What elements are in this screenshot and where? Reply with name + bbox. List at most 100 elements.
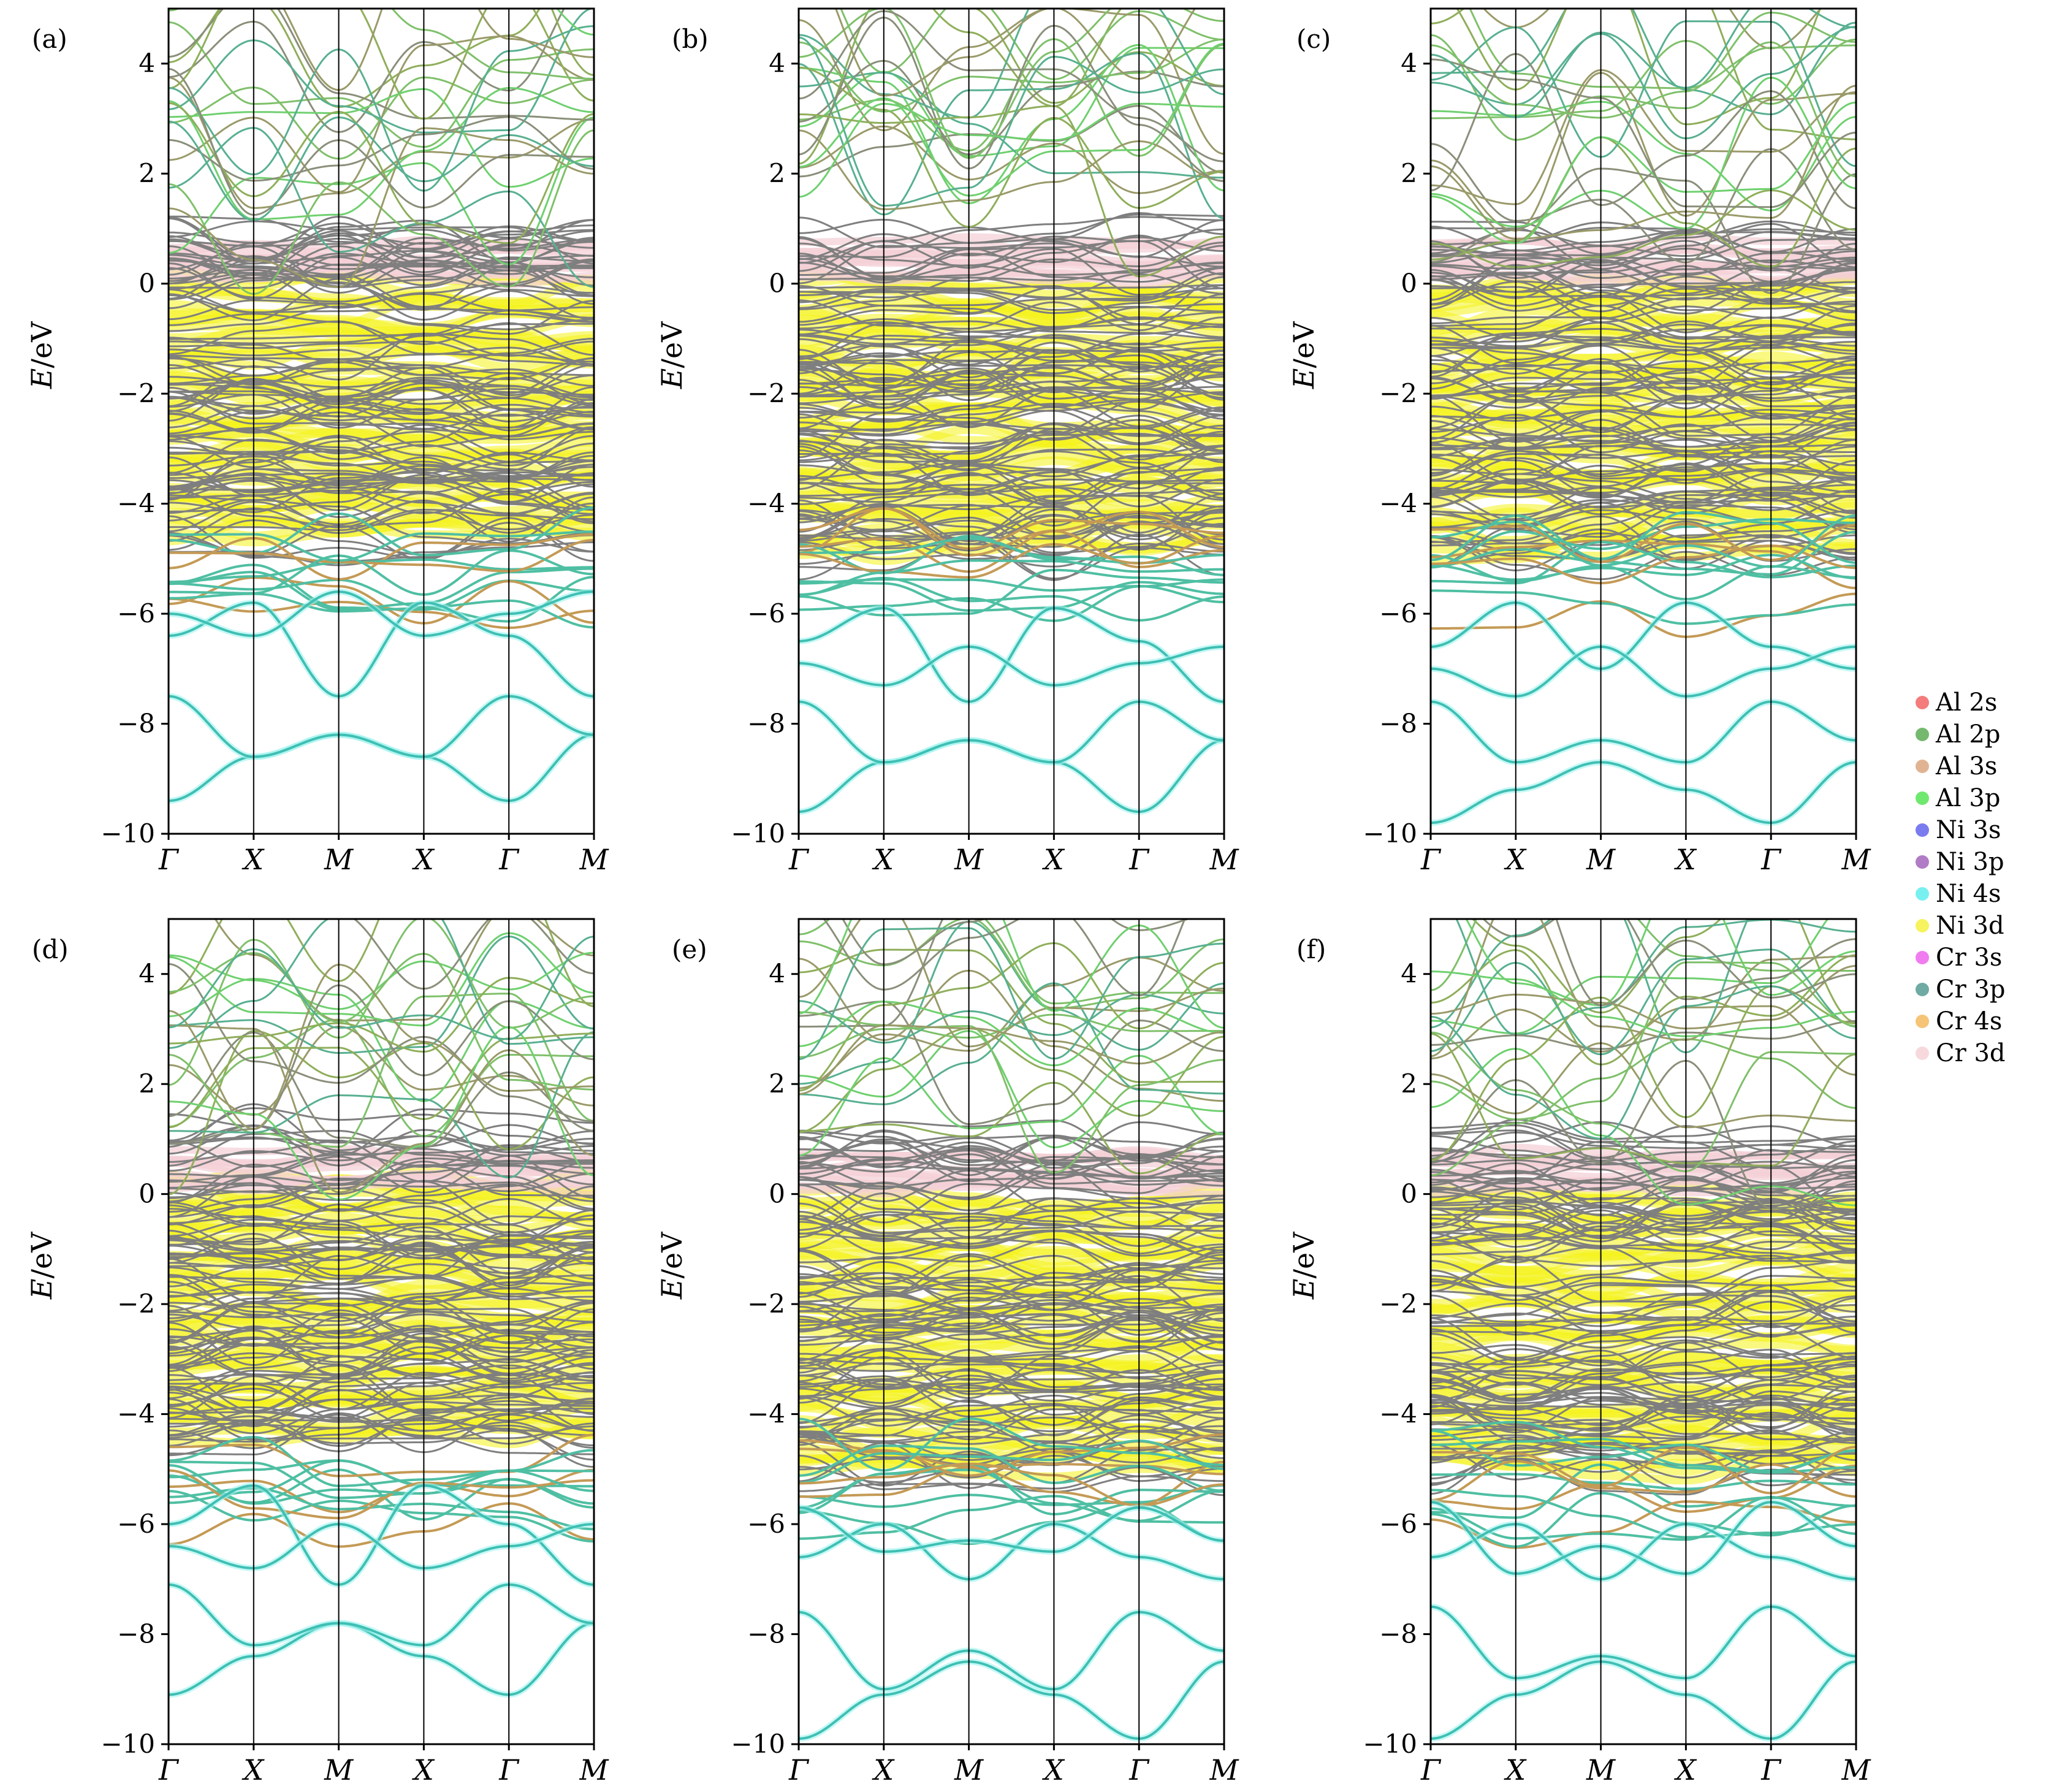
conduction-band bbox=[169, 88, 594, 188]
conduction-band bbox=[799, 129, 1224, 210]
y-tick-label: −2 bbox=[117, 378, 155, 408]
kpoint-label: M bbox=[954, 1753, 984, 1786]
plot-frame bbox=[797, 7, 1225, 835]
low-band bbox=[799, 700, 1224, 764]
band-line bbox=[1431, 414, 1856, 451]
band-line bbox=[169, 1311, 594, 1343]
band-panel: −10 −8 −6 −4 −2 0 2 4 Γ X M X Γ M E/eV (a) bbox=[25, 7, 609, 876]
band-line bbox=[799, 1275, 1224, 1322]
band-line bbox=[169, 219, 594, 262]
band-line bbox=[169, 387, 594, 429]
y-tick-label: −6 bbox=[117, 598, 155, 628]
band-line bbox=[1431, 240, 1856, 283]
band-line bbox=[799, 1169, 1224, 1212]
band-line bbox=[1431, 1200, 1856, 1239]
kpoint-label: X bbox=[412, 1753, 435, 1786]
conduction-band bbox=[799, 36, 1224, 207]
band-line bbox=[799, 1232, 1224, 1270]
band-line bbox=[169, 452, 594, 501]
band-line bbox=[1431, 1269, 1856, 1302]
semicore-band bbox=[1431, 511, 1856, 564]
kpoint-label: X bbox=[1674, 1753, 1697, 1786]
conduction-band bbox=[1482, 9, 1822, 50]
band-line bbox=[1431, 1172, 1856, 1207]
band-line bbox=[1431, 1451, 1856, 1487]
band-line bbox=[799, 486, 1224, 534]
conduction-band bbox=[799, 919, 1224, 1005]
low-band bbox=[169, 1622, 594, 1696]
low-band bbox=[1431, 1605, 1856, 1680]
conduction-band bbox=[799, 948, 1224, 1083]
band-line bbox=[799, 481, 1224, 527]
y-tick-label: −2 bbox=[1379, 1289, 1417, 1319]
plot-frame bbox=[167, 918, 595, 1745]
band-line bbox=[799, 276, 1224, 310]
band-line bbox=[1431, 1146, 1856, 1170]
plot-area bbox=[1431, 9, 1856, 826]
conduction-band bbox=[1456, 9, 1822, 126]
ni3d-weight-band bbox=[169, 275, 594, 311]
band-line bbox=[1431, 316, 1856, 350]
panel-letter: (a) bbox=[32, 24, 67, 54]
conduction-band bbox=[1455, 919, 1856, 1036]
conduction-band bbox=[169, 116, 594, 221]
band-line bbox=[169, 495, 594, 534]
band-line bbox=[799, 293, 1224, 332]
kpoint-label: X bbox=[1674, 843, 1697, 876]
band-line bbox=[799, 228, 1224, 269]
conduction-band bbox=[1431, 961, 1856, 1121]
panel-letter: (e) bbox=[672, 934, 707, 964]
band-line bbox=[169, 1412, 594, 1449]
band-line bbox=[169, 387, 594, 429]
conduction-band bbox=[169, 67, 594, 216]
band-line bbox=[169, 1124, 594, 1172]
kpoint-label: X bbox=[242, 843, 265, 876]
band-line bbox=[1431, 1121, 1856, 1162]
band-line bbox=[799, 1361, 1224, 1389]
low-band bbox=[169, 590, 594, 638]
band-line bbox=[799, 452, 1224, 497]
y-tick-label: −2 bbox=[1379, 378, 1417, 408]
band-line bbox=[169, 435, 594, 481]
y-axis-label: E/eV bbox=[1287, 321, 1320, 389]
low-band bbox=[799, 1660, 1224, 1741]
band-line bbox=[1431, 275, 1856, 313]
conduction-band bbox=[1431, 9, 1856, 140]
band-line bbox=[799, 1407, 1224, 1443]
semicore-band bbox=[169, 549, 594, 596]
band-line bbox=[799, 341, 1224, 379]
legend-marker bbox=[1916, 823, 1929, 837]
band-line bbox=[799, 1357, 1224, 1381]
conduction-band bbox=[834, 9, 1197, 97]
conduction-band bbox=[283, 9, 594, 91]
band-line bbox=[1431, 223, 1856, 270]
band-line bbox=[1431, 1360, 1856, 1402]
conduction-band bbox=[1431, 189, 1856, 269]
semicore-band bbox=[1431, 1489, 1856, 1539]
band-line bbox=[1431, 1178, 1856, 1227]
semicore-band bbox=[169, 579, 594, 629]
band-line bbox=[1431, 525, 1856, 568]
conduction-band bbox=[1431, 1020, 1856, 1050]
conduction-band bbox=[1431, 101, 1856, 212]
band-line bbox=[169, 1137, 594, 1183]
band-line bbox=[799, 286, 1224, 326]
band-line bbox=[1431, 1436, 1856, 1465]
low-band bbox=[169, 1523, 594, 1569]
band-line bbox=[1431, 305, 1856, 349]
conduction-band bbox=[799, 942, 1224, 1092]
band-line bbox=[1431, 305, 1856, 338]
band-line bbox=[169, 1267, 594, 1295]
conduction-band bbox=[169, 102, 594, 245]
conduction-band bbox=[169, 963, 594, 1123]
band-line bbox=[1431, 1284, 1856, 1324]
y-tick-label: 0 bbox=[139, 1179, 155, 1209]
conduction-band bbox=[799, 9, 1224, 119]
band-line bbox=[799, 240, 1224, 289]
conduction-band bbox=[1431, 1048, 1856, 1207]
band-line bbox=[799, 1131, 1224, 1169]
conduction-band bbox=[1471, 919, 1856, 1023]
band-line bbox=[799, 1141, 1224, 1183]
y-tick-label: −4 bbox=[747, 489, 785, 519]
band-line bbox=[799, 219, 1224, 261]
